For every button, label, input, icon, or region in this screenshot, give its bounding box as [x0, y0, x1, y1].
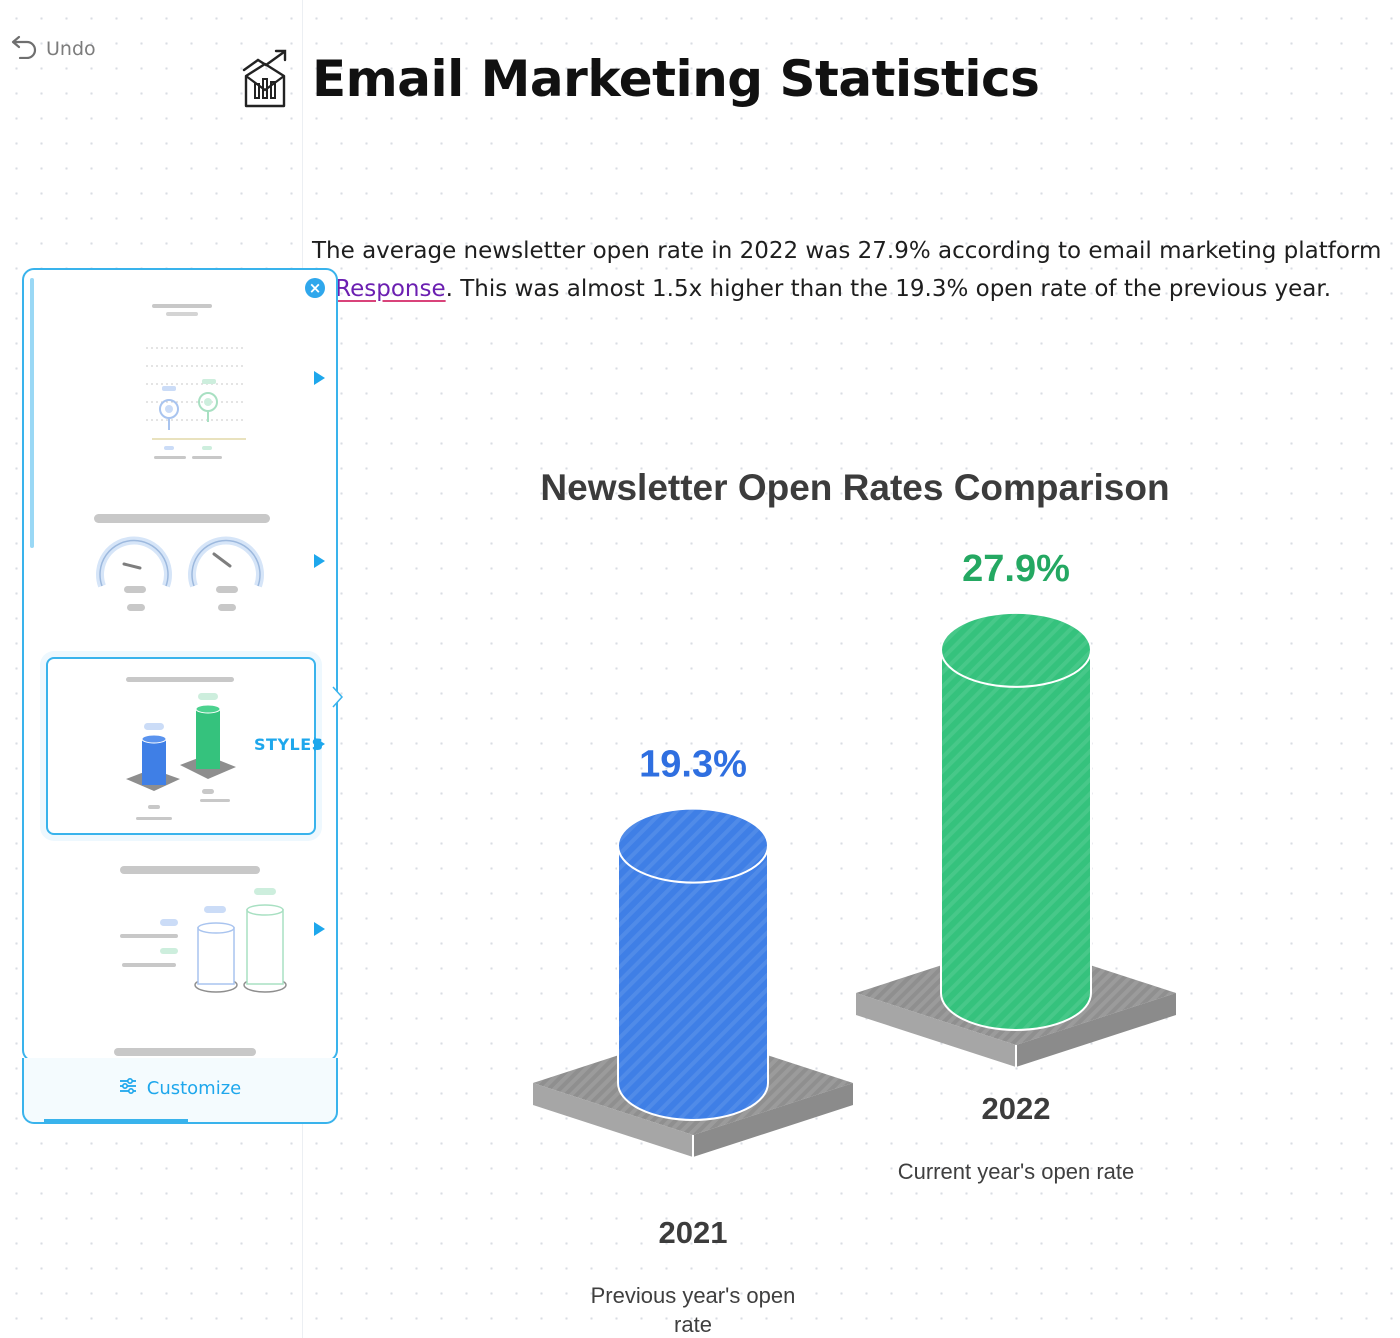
- page-header: Email Marketing Statistics: [240, 46, 1040, 112]
- thumbnail-gauge-icon: [94, 514, 270, 611]
- bar-plate-side: [533, 1083, 693, 1157]
- page-title: Email Marketing Statistics: [312, 50, 1040, 108]
- paragraph-text-end: . This was almost 1.5x higher than the 1…: [445, 276, 1332, 302]
- undo-button[interactable]: Undo: [10, 33, 96, 64]
- bar-plate-side: [1016, 993, 1176, 1067]
- bar-plate-side: [856, 993, 1016, 1067]
- bar-cylinder-top: [617, 807, 769, 884]
- style-thumbnail-4[interactable]: [44, 862, 325, 1002]
- category-description-2022: Current year's open rate: [898, 1159, 1135, 1184]
- bar-2022: 27.9% 2022 Current year's open rate: [856, 548, 1176, 1184]
- undo-icon: [10, 33, 40, 64]
- chart-title: Newsletter Open Rates Comparison: [540, 467, 1169, 508]
- bar-plate-top: [533, 1031, 853, 1135]
- bar-cylinder-texture: [618, 845, 768, 1120]
- thumbnail-cylinder-icon: [126, 677, 236, 820]
- chart-growth-icon: [240, 46, 290, 112]
- thumbnail-placeholder-bar: [114, 1048, 256, 1056]
- bar-cylinder-body: [617, 844, 769, 1121]
- data-label-2022: 27.9%: [962, 548, 1070, 590]
- styles-label[interactable]: STYLES: [254, 735, 324, 754]
- style-thumbnail-3-selected[interactable]: STYLES: [46, 657, 325, 835]
- thumbnail-preview-icon: [146, 304, 246, 459]
- close-panel-icon[interactable]: ×: [305, 278, 325, 298]
- styles-panel: STYLES: [22, 268, 338, 1062]
- bar-cylinder-body: [940, 648, 1092, 1031]
- bar-cylinder-top-texture: [941, 612, 1091, 687]
- bar-plate-top: [856, 941, 1176, 1045]
- thumbnail-arrow-icon[interactable]: [314, 554, 325, 568]
- style-thumbnail-1[interactable]: [44, 294, 325, 474]
- undo-label: Undo: [46, 37, 96, 60]
- style-thumbnail-2[interactable]: [44, 504, 325, 624]
- category-label-2021: 2021: [659, 1215, 728, 1250]
- styles-arrow-icon[interactable]: [314, 737, 325, 751]
- thumbnail-outline-cylinder-icon: [120, 866, 287, 993]
- category-description-2021: Previous year's open rate: [591, 1283, 796, 1337]
- paragraph-text: The average newsletter open rate in 2022…: [312, 238, 1382, 264]
- customize-underline: [44, 1119, 188, 1122]
- customize-bar: Customize: [22, 1058, 338, 1124]
- intro-paragraph: The average newsletter open rate in 2022…: [312, 232, 1382, 308]
- data-label-2021: 19.3%: [639, 744, 747, 786]
- bar-cylinder-top: [940, 611, 1092, 688]
- thumbnail-arrow-icon[interactable]: [314, 922, 325, 936]
- panel-scrollbar[interactable]: [30, 278, 34, 548]
- category-label-2022: 2022: [982, 1091, 1051, 1126]
- bar-plate-side: [693, 1083, 853, 1157]
- panel-pointer-icon: [332, 686, 344, 708]
- sliders-icon: [119, 1077, 137, 1099]
- thumbnail-arrow-icon[interactable]: [314, 371, 325, 385]
- bar-cylinder-top-texture: [618, 808, 768, 883]
- bar-2021: 19.3% 2021 Previous year's open rate: [533, 744, 853, 1337]
- customize-label: Customize: [146, 1077, 242, 1099]
- bar-cylinder-texture: [941, 649, 1091, 1030]
- customize-button[interactable]: Customize: [24, 1058, 336, 1118]
